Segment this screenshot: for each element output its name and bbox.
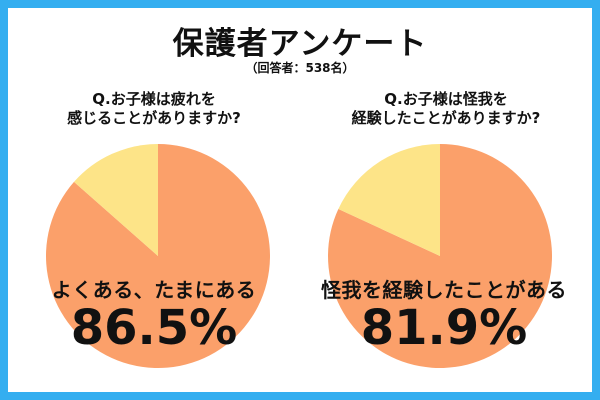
question-injury-line2: 経験したことがありますか? [351,109,541,127]
pie-injury-slice-label: 怪我を経験したことがある [321,278,567,302]
question-injury-line1: Q.お子様は怪我を [384,90,508,108]
pie-slice-minority [73,144,158,256]
survey-card: 保護者アンケート （回答者：538名） Q.お子様は疲れを 感じることがあります… [8,8,592,392]
question-fatigue-line1: Q.お子様は疲れを [92,90,216,108]
pie-fatigue-slice-label: よくある、たまにある [51,278,257,302]
respondent-count: （回答者：538名） [245,61,355,75]
question-injury: Q.お子様は怪我を 経験したことがありますか? [300,90,592,128]
question-fatigue: Q.お子様は疲れを 感じることがありますか? [8,90,300,128]
pie-chart-fatigue [46,144,270,368]
page-title: 保護者アンケート [172,26,428,62]
pie-slice-minority [338,144,440,256]
pie-fatigue-value-label: 86.5% [70,300,238,356]
pie-injury-value-label: 81.9% [360,300,528,356]
pie-chart-injury [328,144,552,368]
question-fatigue-line2: 感じることがありますか? [67,109,241,127]
